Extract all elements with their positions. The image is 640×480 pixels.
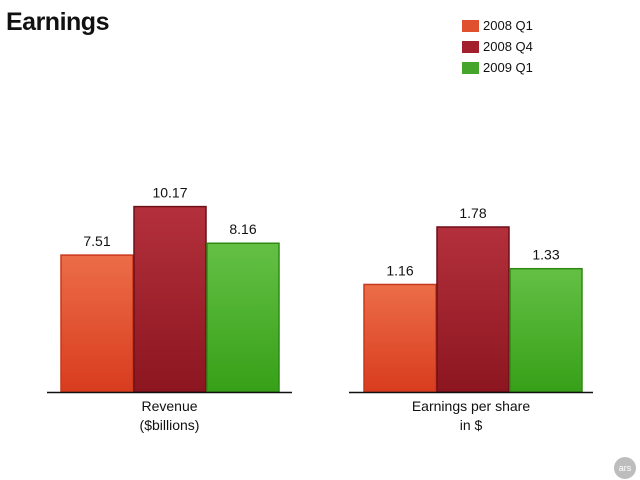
legend-item-2008-q4: 2008 Q4 [462,36,533,57]
bar-0-1 [133,205,207,393]
legend-swatch-2008-q1 [462,19,479,32]
legend-label-2008-q1: 2008 Q1 [483,18,533,33]
legend-item-2009-q1: 2009 Q1 [462,57,533,78]
bar-1-1 [436,226,510,393]
bar-0-2 [206,242,280,393]
category-label-1-0: Earnings per share [412,398,531,414]
data-label-1-0: 1.16 [386,262,413,278]
legend-swatch-2008-q4 [462,40,479,53]
bar-1-0 [363,283,437,393]
bar-group-0: 7.51 10.17 8.16 Revenue ($billions) [47,185,292,433]
legend-label-2009-q1: 2009 Q1 [483,60,533,75]
data-label-1-2: 1.33 [532,247,559,263]
legend-item-2008-q1: 2008 Q1 [462,15,533,36]
bar-1-2 [509,267,583,393]
chart-title: Earnings [6,8,109,36]
bar-group-1: 1.16 1.78 1.33 Earnings per share in $ [349,205,593,433]
data-label-1-1: 1.78 [459,205,486,221]
data-label-0-1: 10.17 [152,185,187,201]
ars-logo: ars [614,457,636,479]
legend: 2008 Q1 2008 Q4 2009 Q1 [462,15,533,78]
data-label-0-2: 8.16 [229,221,256,237]
bar-0-0 [60,254,134,393]
legend-swatch-2009-q1 [462,61,479,74]
category-label-0-0: Revenue [141,398,197,414]
category-label-1-1: in $ [460,417,483,433]
data-label-0-0: 7.51 [83,233,110,249]
category-label-0-1: ($billions) [140,417,200,433]
legend-label-2008-q4: 2008 Q4 [483,39,533,54]
